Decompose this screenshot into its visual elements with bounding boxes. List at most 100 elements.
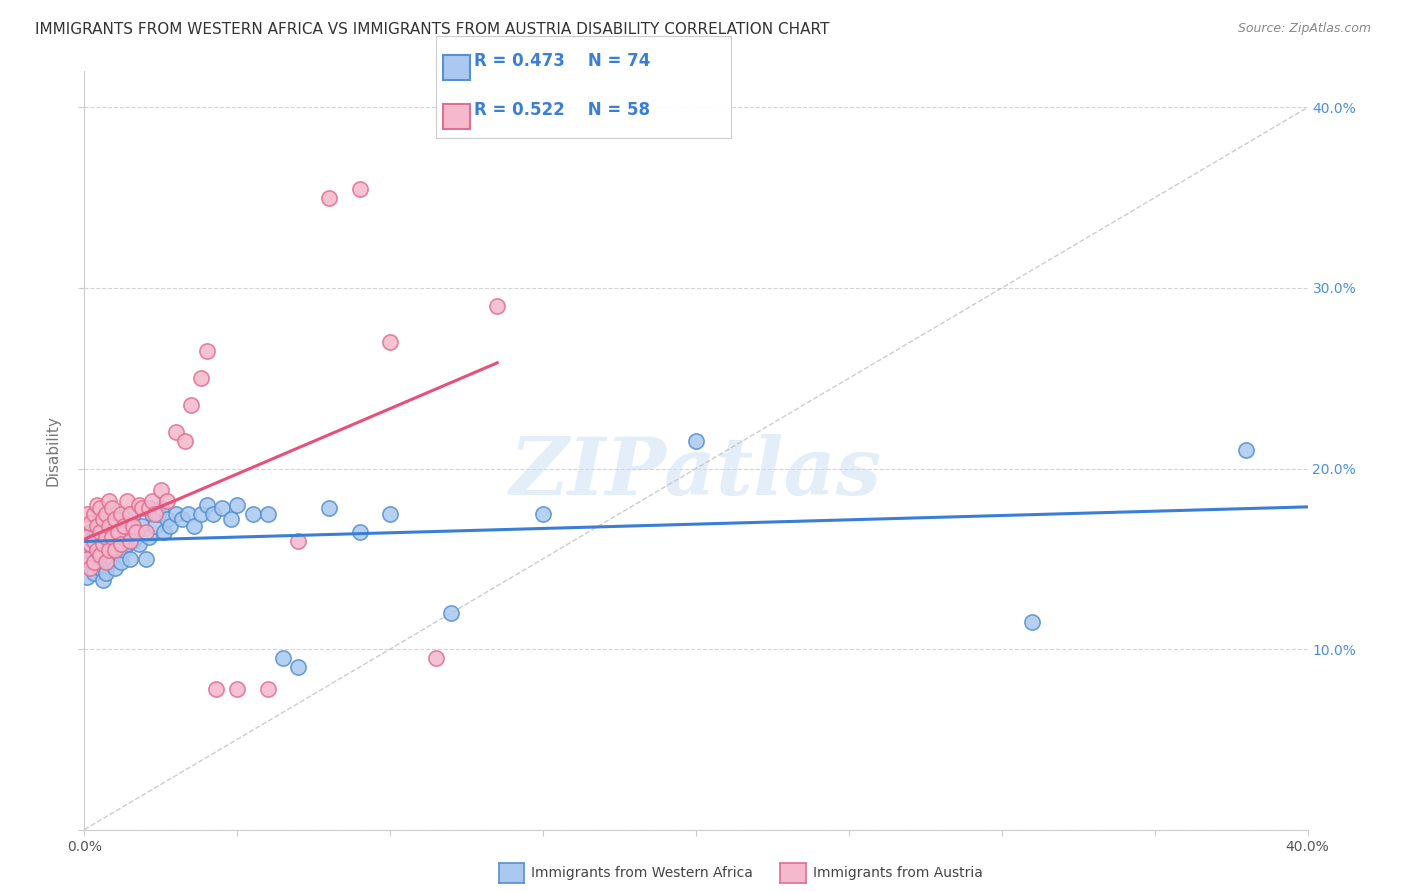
Point: [110, 507, 132, 521]
Point: [174, 434, 197, 449]
Point: [94, 530, 117, 544]
Point: [94, 566, 117, 581]
Point: [287, 533, 309, 548]
Point: [110, 530, 132, 544]
Point: [156, 512, 179, 526]
Point: [120, 551, 142, 566]
Text: Immigrants from Austria: Immigrants from Austria: [813, 866, 983, 880]
Point: [149, 483, 172, 498]
Point: [115, 507, 138, 521]
Text: Immigrants from Western Africa: Immigrants from Western Africa: [531, 866, 754, 880]
Point: [135, 551, 157, 566]
Point: [141, 494, 163, 508]
Point: [131, 519, 153, 533]
Point: [97, 555, 120, 569]
Point: [190, 371, 212, 385]
Point: [165, 425, 187, 440]
Point: [97, 494, 120, 508]
Point: [83, 555, 105, 569]
Point: [110, 555, 132, 569]
Point: [101, 530, 124, 544]
Point: [425, 651, 447, 665]
Point: [91, 524, 114, 539]
Point: [79, 516, 101, 530]
Point: [125, 524, 148, 539]
Point: [86, 542, 108, 557]
Point: [86, 519, 108, 533]
Point: [195, 498, 218, 512]
Point: [91, 574, 114, 588]
Point: [79, 537, 101, 551]
Point: [287, 660, 309, 674]
Point: [156, 494, 179, 508]
Point: [141, 507, 163, 521]
Point: [128, 498, 150, 512]
Point: [94, 530, 117, 544]
Point: [83, 530, 105, 544]
Point: [101, 551, 124, 566]
Point: [125, 530, 148, 544]
Point: [112, 519, 135, 533]
Point: [107, 524, 129, 539]
Point: [143, 519, 166, 533]
Point: [349, 182, 371, 196]
Point: [226, 498, 249, 512]
Point: [1021, 615, 1043, 629]
Point: [159, 519, 181, 533]
Point: [89, 512, 111, 526]
Point: [101, 530, 124, 544]
Point: [83, 507, 105, 521]
Point: [205, 681, 228, 696]
Point: [91, 537, 114, 551]
Point: [83, 533, 105, 548]
Point: [201, 507, 224, 521]
Point: [94, 555, 117, 569]
Point: [86, 542, 108, 557]
Point: [219, 512, 242, 526]
Point: [120, 533, 142, 548]
Point: [318, 191, 340, 205]
Point: [91, 551, 114, 566]
Point: [76, 530, 98, 544]
Point: [531, 507, 554, 521]
Point: [115, 537, 138, 551]
Point: [97, 542, 120, 557]
Point: [86, 555, 108, 569]
Point: [101, 501, 124, 516]
Point: [685, 434, 707, 449]
Point: [143, 507, 166, 521]
Text: IMMIGRANTS FROM WESTERN AFRICA VS IMMIGRANTS FROM AUSTRIA DISABILITY CORRELATION: IMMIGRANTS FROM WESTERN AFRICA VS IMMIGR…: [35, 22, 830, 37]
Point: [107, 516, 129, 530]
Point: [135, 524, 157, 539]
Point: [89, 561, 111, 575]
Point: [1236, 443, 1258, 458]
Text: ZIPatlas: ZIPatlas: [510, 434, 882, 512]
Point: [122, 507, 145, 521]
Point: [271, 651, 294, 665]
Point: [76, 551, 98, 566]
Point: [177, 507, 200, 521]
Point: [112, 512, 135, 526]
Point: [138, 530, 160, 544]
Point: [89, 548, 111, 562]
Point: [172, 512, 194, 526]
Point: [120, 524, 142, 539]
Point: [76, 507, 98, 521]
Point: [76, 542, 98, 557]
Point: [79, 524, 101, 539]
Point: [83, 548, 105, 562]
Point: [104, 542, 127, 557]
Point: [79, 561, 101, 575]
Point: [97, 533, 120, 548]
Point: [91, 512, 114, 526]
Point: [107, 542, 129, 557]
Text: Source: ZipAtlas.com: Source: ZipAtlas.com: [1237, 22, 1371, 36]
Point: [86, 519, 108, 533]
Point: [165, 507, 187, 521]
Point: [180, 398, 202, 412]
Point: [104, 519, 127, 533]
Point: [349, 524, 371, 539]
Point: [146, 507, 169, 521]
Point: [76, 570, 98, 584]
Point: [138, 501, 160, 516]
